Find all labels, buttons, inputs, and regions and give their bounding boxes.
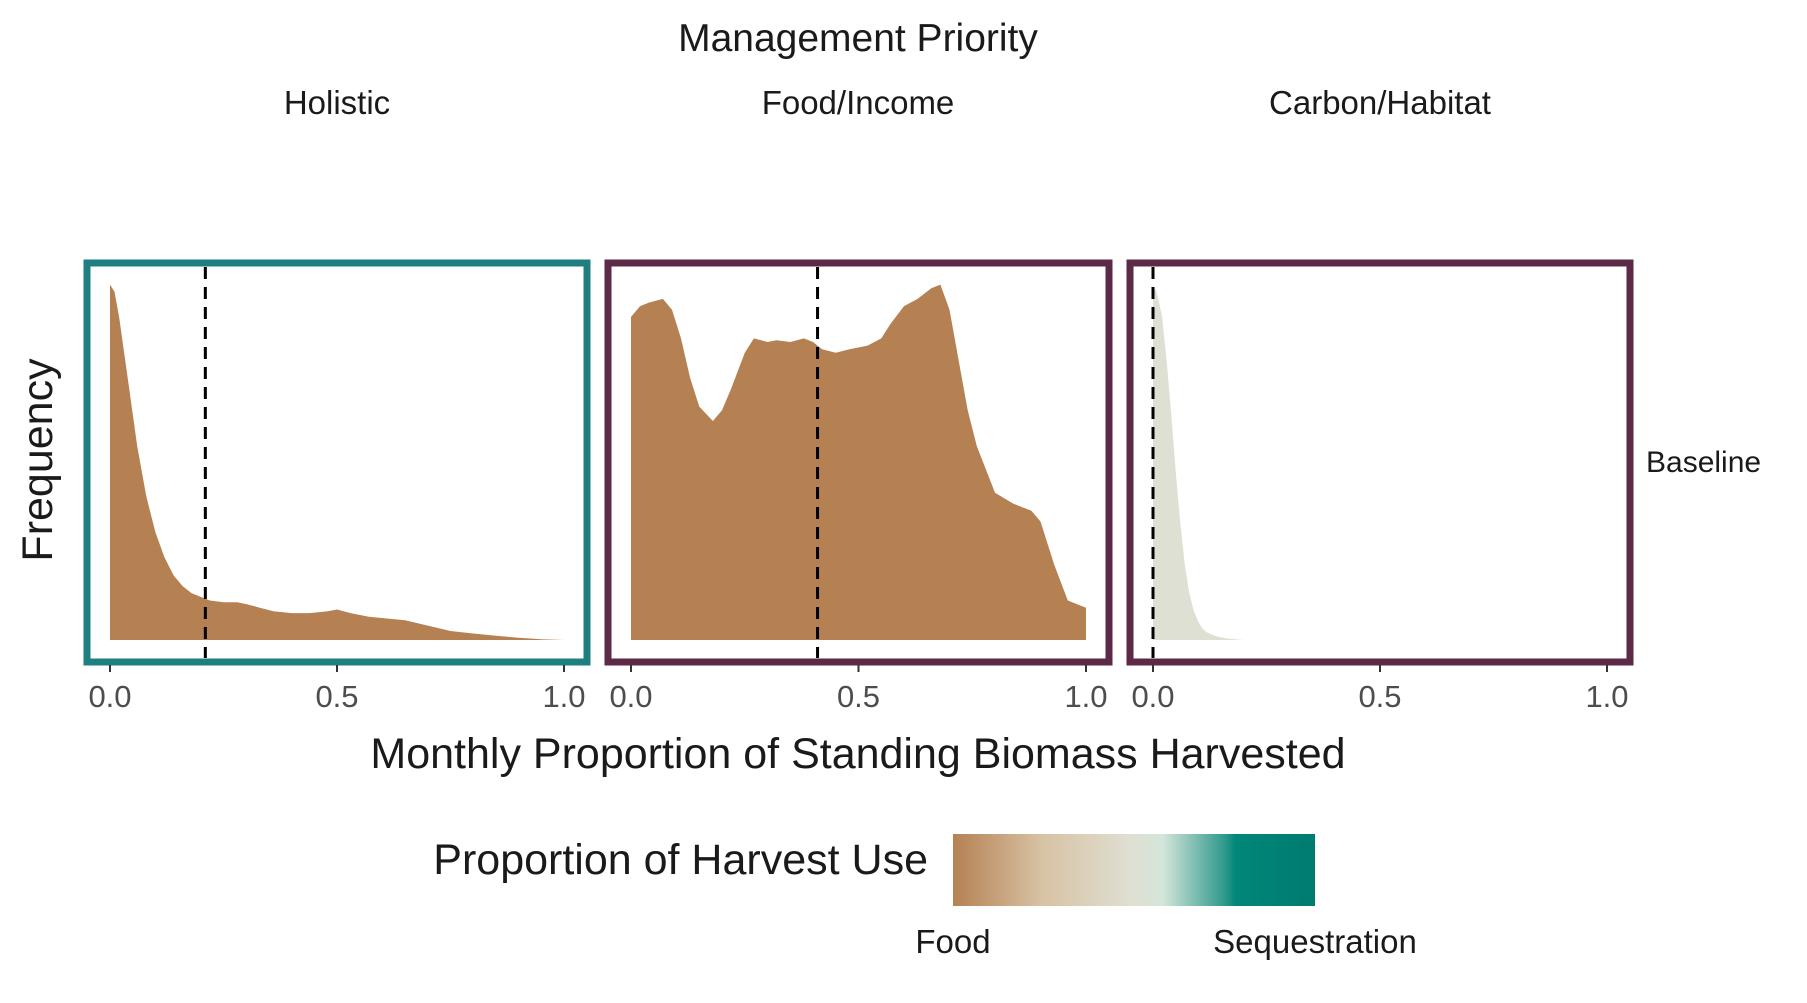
legend-high-label: Sequestration	[1213, 923, 1417, 960]
density-area-food-income	[631, 284, 1086, 640]
x-tick-label-carbon-habitat: 0.5	[1358, 679, 1401, 714]
x-tick-label-carbon-habitat: 1.0	[1585, 679, 1628, 714]
panel-title-food-income: Food/Income	[762, 84, 955, 121]
y-axis-label: Frequency	[14, 358, 62, 562]
legend-low-label: Food	[915, 923, 990, 960]
panel-title-carbon-habitat: Carbon/Habitat	[1269, 84, 1491, 121]
panels-group: 0.0 0.5 1.0 0.0 0.5 1.0 0.0 0.5 1.0	[83, 259, 1634, 714]
density-area-carbon-habitat	[1153, 288, 1244, 640]
legend-colorbar	[953, 834, 1315, 906]
x-tick-label-food-income: 0.0	[609, 679, 652, 714]
legend-title: Proportion of Harvest Use	[433, 836, 928, 884]
panel-border-carbon-habitat	[1126, 259, 1634, 666]
x-tick-label-food-income: 1.0	[1064, 679, 1107, 714]
x-tick-label-food-income: 0.5	[837, 679, 880, 714]
density-area-holistic	[110, 284, 564, 640]
chart-title: Management Priority	[678, 17, 1038, 60]
x-axis-label: Monthly Proportion of Standing Biomass H…	[370, 730, 1345, 778]
x-tick-label-holistic: 0.5	[315, 679, 358, 714]
x-tick-label-holistic: 1.0	[542, 679, 585, 714]
panel-border-holistic	[83, 259, 591, 666]
x-tick-label-carbon-habitat: 0.0	[1131, 679, 1174, 714]
x-tick-label-holistic: 0.0	[88, 679, 131, 714]
row-strip-label: Baseline	[1646, 446, 1761, 479]
panel-border-food-income	[604, 259, 1113, 666]
panel-title-holistic: Holistic	[284, 84, 390, 121]
